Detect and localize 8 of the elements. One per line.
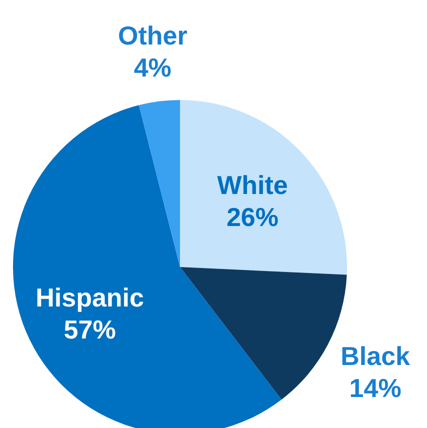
data-label: 57% [64, 314, 116, 345]
data-label: 14% [349, 373, 402, 404]
data-label: 26% [226, 202, 279, 232]
slice-label: Other [118, 20, 188, 50]
slice-label: Hispanic [36, 282, 144, 313]
data-label: 4% [134, 52, 172, 82]
slice-label: Black [340, 341, 411, 372]
slice-label: White [217, 170, 288, 200]
